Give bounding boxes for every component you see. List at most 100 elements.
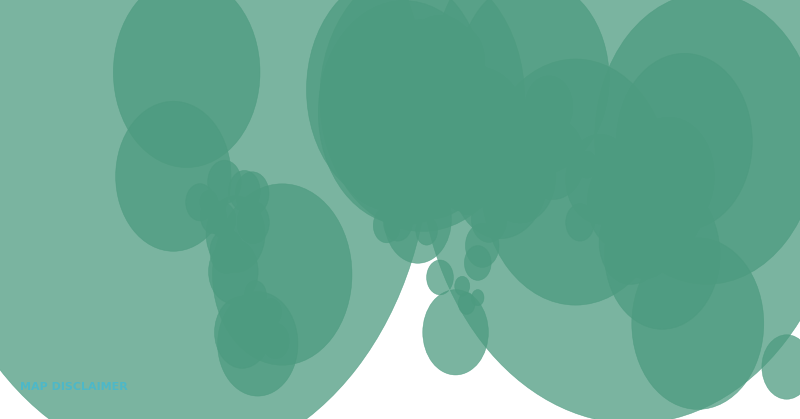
- Circle shape: [613, 195, 677, 279]
- Circle shape: [601, 180, 626, 213]
- Circle shape: [458, 292, 475, 314]
- Circle shape: [210, 230, 243, 273]
- Circle shape: [471, 197, 506, 243]
- Circle shape: [429, 78, 482, 147]
- Circle shape: [442, 109, 514, 202]
- Circle shape: [114, 0, 260, 168]
- Circle shape: [605, 179, 720, 329]
- Circle shape: [510, 160, 543, 204]
- Circle shape: [446, 63, 465, 88]
- Circle shape: [525, 76, 573, 138]
- Circle shape: [427, 67, 528, 199]
- Circle shape: [201, 200, 226, 233]
- Circle shape: [238, 202, 270, 243]
- Circle shape: [472, 116, 524, 184]
- Circle shape: [116, 101, 231, 251]
- Circle shape: [409, 133, 431, 162]
- Circle shape: [426, 260, 454, 295]
- Circle shape: [402, 40, 486, 150]
- Circle shape: [627, 105, 639, 121]
- Circle shape: [617, 53, 752, 230]
- Circle shape: [0, 0, 430, 419]
- Circle shape: [487, 110, 549, 190]
- Circle shape: [425, 84, 460, 130]
- Circle shape: [383, 204, 412, 241]
- Circle shape: [452, 114, 548, 239]
- Circle shape: [624, 117, 714, 235]
- Circle shape: [490, 142, 537, 204]
- Circle shape: [449, 75, 476, 110]
- Circle shape: [409, 66, 462, 136]
- Circle shape: [318, 1, 490, 225]
- Circle shape: [639, 166, 703, 250]
- Circle shape: [762, 335, 800, 399]
- Circle shape: [522, 119, 585, 199]
- Circle shape: [390, 42, 454, 125]
- Circle shape: [229, 171, 260, 211]
- Circle shape: [370, 50, 448, 152]
- Circle shape: [320, 0, 525, 231]
- Circle shape: [209, 202, 236, 237]
- Circle shape: [208, 160, 242, 204]
- Circle shape: [418, 0, 800, 419]
- Circle shape: [566, 134, 634, 224]
- Circle shape: [440, 102, 470, 141]
- Circle shape: [209, 239, 258, 304]
- Circle shape: [481, 59, 670, 305]
- Circle shape: [373, 51, 463, 169]
- Circle shape: [431, 26, 485, 96]
- Circle shape: [361, 30, 462, 161]
- Circle shape: [346, 44, 419, 140]
- Circle shape: [422, 290, 488, 375]
- Circle shape: [214, 296, 270, 368]
- Circle shape: [200, 191, 218, 214]
- Circle shape: [566, 204, 594, 241]
- Circle shape: [384, 20, 456, 113]
- Circle shape: [471, 142, 494, 171]
- Circle shape: [399, 85, 428, 123]
- Circle shape: [454, 276, 470, 296]
- Circle shape: [262, 323, 289, 358]
- Circle shape: [329, 49, 453, 211]
- Circle shape: [471, 137, 486, 158]
- Circle shape: [434, 129, 498, 212]
- Circle shape: [428, 155, 447, 180]
- Circle shape: [421, 82, 464, 138]
- Circle shape: [368, 129, 406, 178]
- Circle shape: [218, 292, 298, 396]
- Circle shape: [632, 238, 764, 409]
- Circle shape: [374, 208, 400, 243]
- Circle shape: [422, 98, 449, 133]
- Circle shape: [594, 0, 800, 285]
- Circle shape: [206, 196, 265, 272]
- Circle shape: [528, 106, 557, 143]
- Circle shape: [451, 78, 491, 130]
- Circle shape: [622, 184, 636, 203]
- Circle shape: [577, 152, 597, 178]
- Circle shape: [306, 0, 485, 205]
- Circle shape: [464, 246, 491, 280]
- Circle shape: [354, 29, 500, 220]
- Circle shape: [261, 299, 282, 325]
- Circle shape: [396, 64, 466, 155]
- Circle shape: [425, 102, 473, 164]
- Circle shape: [458, 0, 609, 176]
- Circle shape: [416, 217, 438, 245]
- Circle shape: [587, 154, 662, 251]
- Circle shape: [608, 157, 672, 241]
- Circle shape: [484, 130, 556, 223]
- Text: MAP DISCLAIMER: MAP DISCLAIMER: [20, 382, 128, 392]
- Circle shape: [599, 201, 663, 285]
- Circle shape: [466, 224, 499, 267]
- Circle shape: [401, 16, 479, 117]
- Circle shape: [488, 137, 526, 186]
- Circle shape: [384, 176, 451, 263]
- Circle shape: [385, 136, 429, 194]
- Circle shape: [622, 142, 684, 222]
- Circle shape: [441, 67, 466, 101]
- Circle shape: [213, 184, 352, 365]
- Circle shape: [434, 102, 459, 134]
- Circle shape: [446, 68, 466, 94]
- Circle shape: [235, 172, 269, 215]
- Circle shape: [186, 184, 214, 221]
